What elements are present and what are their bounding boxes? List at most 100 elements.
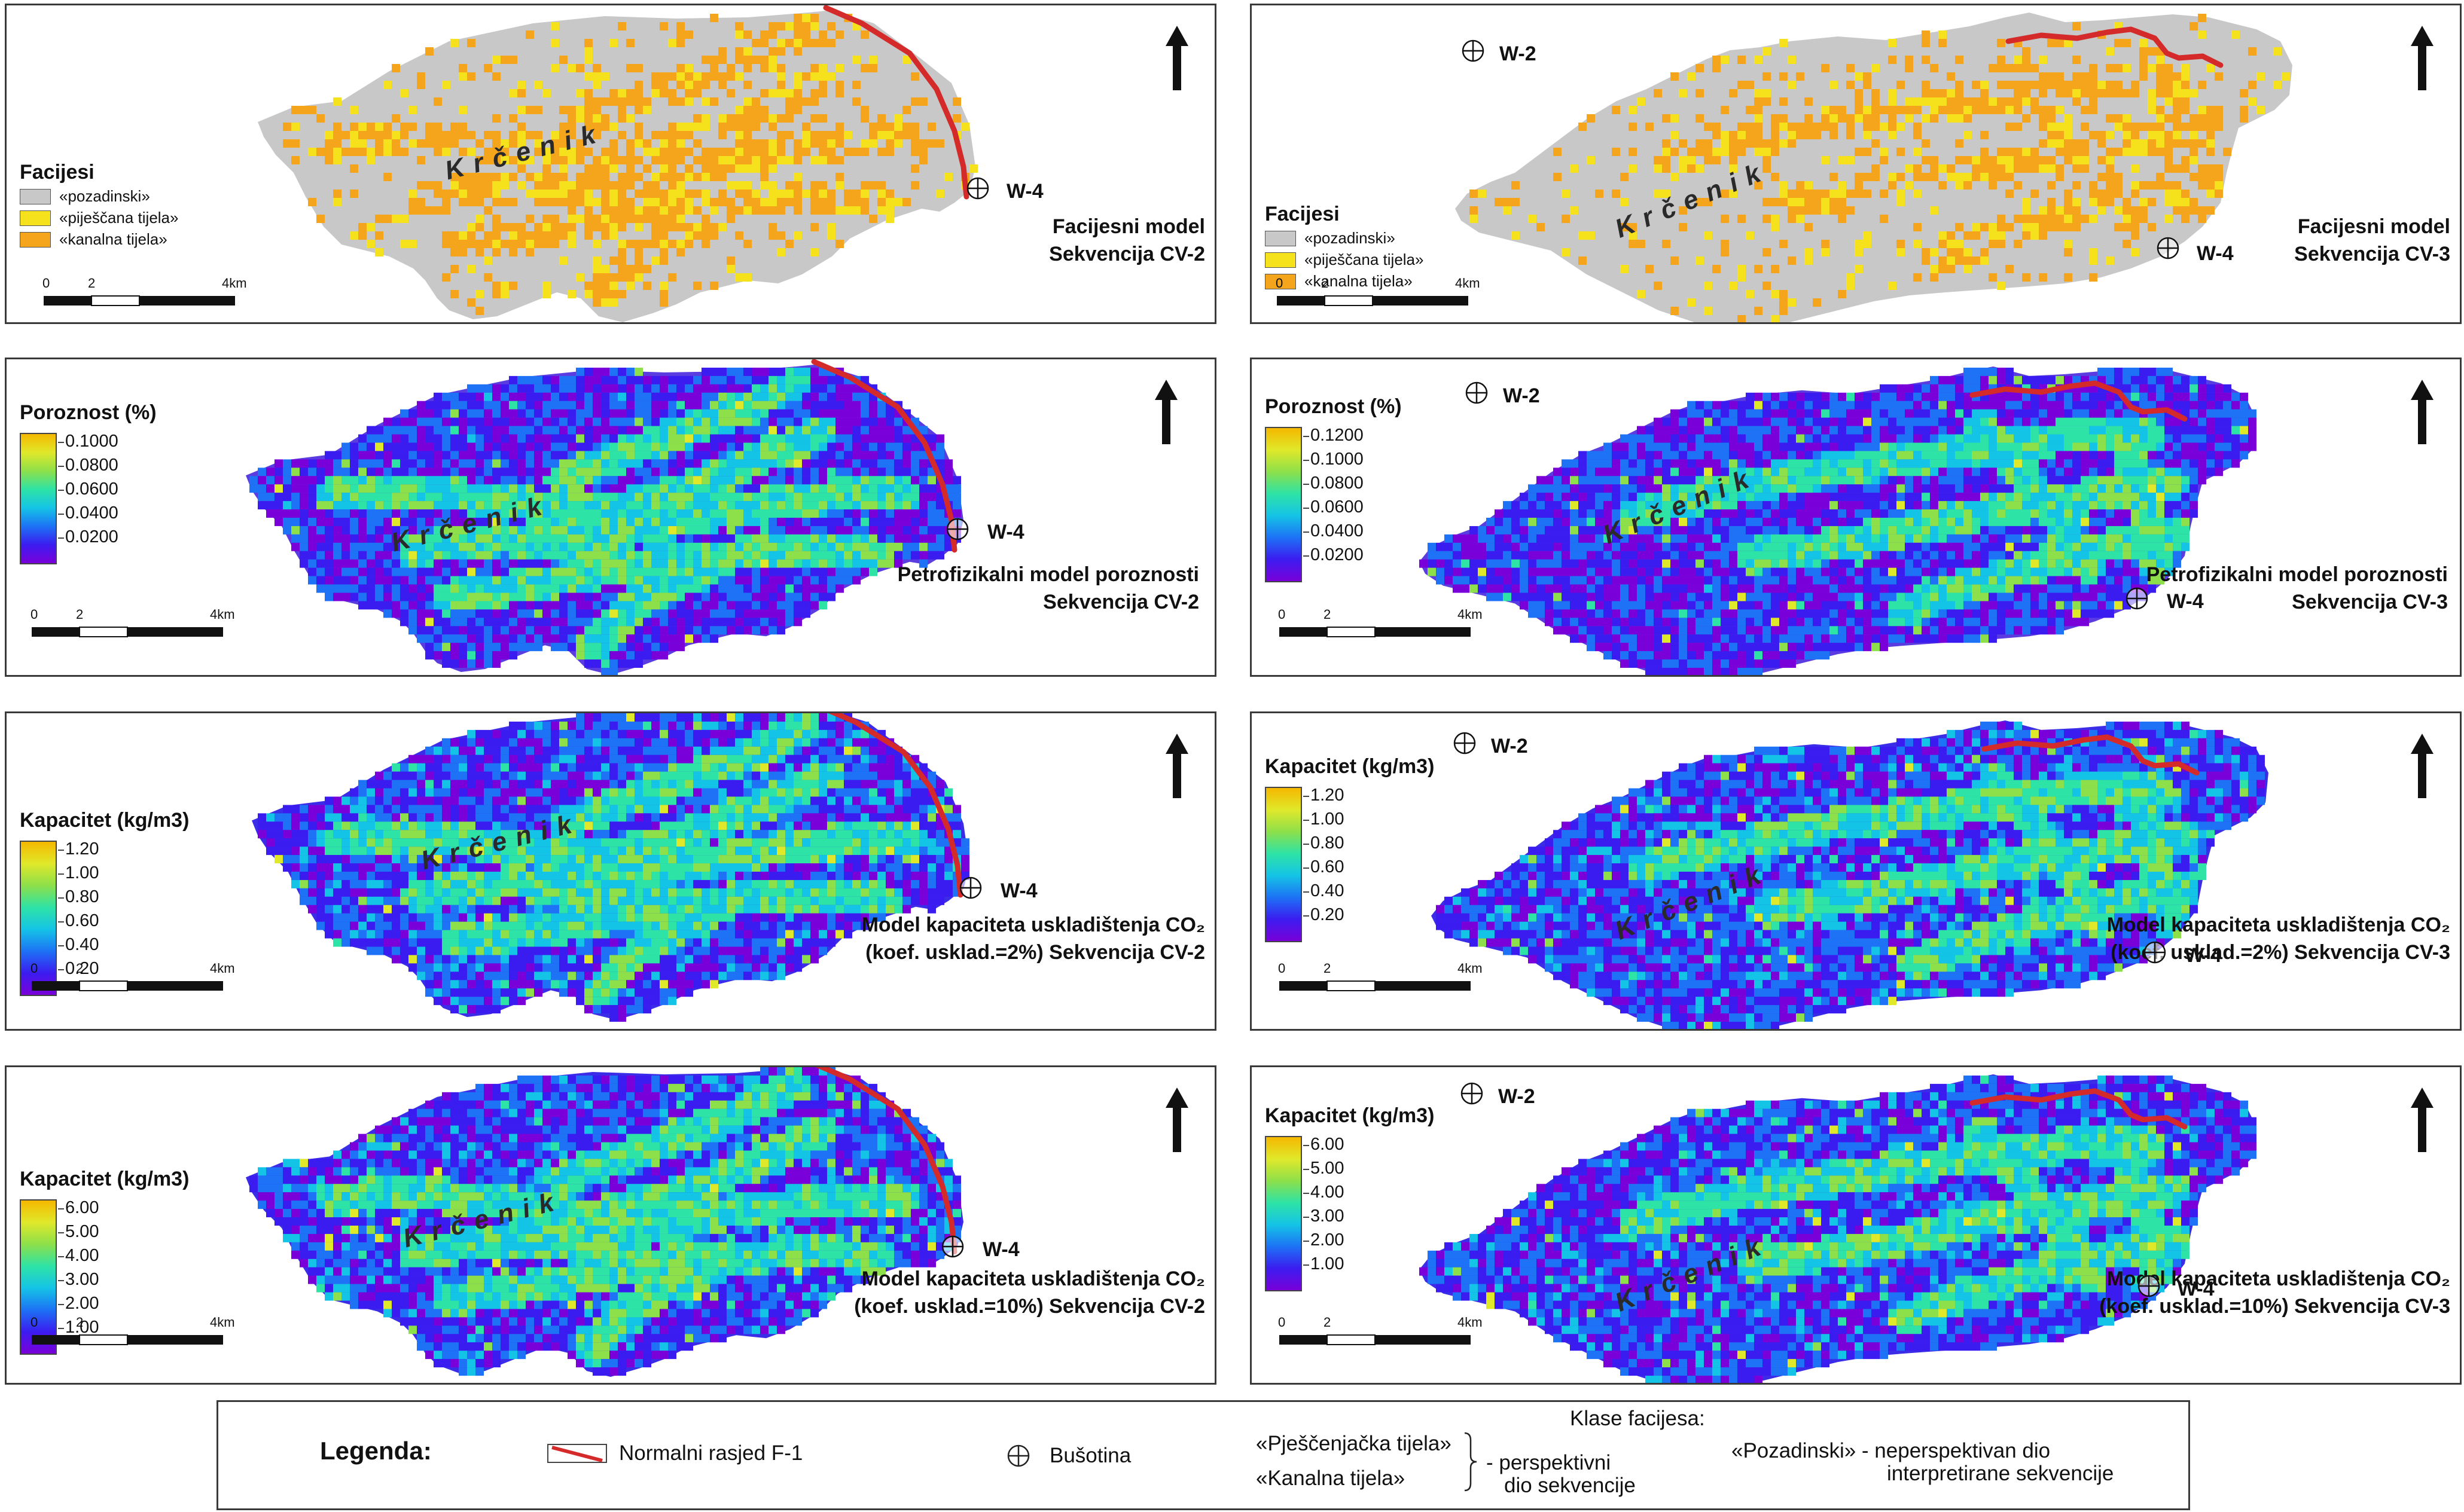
map-texture [1419, 367, 2256, 675]
map-texture [1436, 721, 2265, 1029]
scale-label: 2 [76, 607, 84, 622]
color-ramp [1265, 787, 1302, 942]
scale-bar: 0 2 4km [31, 607, 235, 643]
facies-label: «pozadinski» [59, 187, 150, 205]
map-texture [249, 367, 961, 675]
scale-label: 0 [1278, 607, 1286, 622]
map-panel-facies-cv3: Krčenik Facijesi «pozadinski» «piješčana ti… [1250, 4, 2462, 324]
color-ramp [20, 433, 57, 564]
panel-legend: Poroznost (%) 0.1200 0.1000 0.0800 0.0600 0.0… [1265, 395, 1402, 582]
scale-label: 2 [1324, 961, 1331, 976]
map-panel-porosity-cv3: Krčenik Poroznost (%) 0.1200 0.1000 0.0800 0.… [1250, 358, 2462, 677]
background-label-1: «Pozadinski» - neperspektivan dio [1731, 1439, 2051, 1462]
legend-brace [1463, 1432, 1478, 1492]
scale-label: 4km [210, 961, 235, 976]
scale-label: 4km [1457, 1315, 1483, 1330]
facies-legend-item: «pozadinski» [20, 187, 178, 206]
ramp-tick-label: 0.40 [1303, 881, 1344, 900]
scale-label: 4km [210, 607, 235, 622]
map-panel-porosity-cv2: Krčenik Poroznost (%) 0.1000 0.0800 0.0600 0.… [5, 358, 1216, 677]
map-texture [249, 1067, 961, 1376]
channel-bodies-label: «Kanalna tijela» [1256, 1467, 1405, 1490]
scale-label: 0 [1276, 276, 1283, 291]
map-caption: Facijesni model Sekvencija CV-2 [1049, 213, 1205, 268]
well-label: W-4 [2185, 944, 2222, 967]
map-panel-capacity10-cv2: Krčenik Kapacitet (kg/m3) 6.00 5.00 4.00 3.00… [5, 1065, 1216, 1385]
well-label: W-4 [987, 521, 1024, 543]
caption-line: Petrofizikalni model poroznosti [2146, 563, 2448, 586]
scale-bar: 0 2 4km [42, 276, 247, 311]
ramp-tick-label: 0.20 [57, 959, 99, 978]
ramp-tick-label: 5.00 [57, 1222, 99, 1241]
scale-label: 2 [88, 276, 96, 291]
facies-swatch [20, 188, 51, 204]
caption-line: (koef. usklad.=2%) Sekvencija CV-3 [2111, 940, 2450, 964]
map-caption: Petrofizikalni model poroznosti Sekvencij… [898, 561, 1199, 616]
well-label: W-2 [1498, 1085, 1535, 1108]
ramp-tick-label: 0.60 [1303, 857, 1344, 876]
ramp-tick-label: 0.0400 [1303, 521, 1364, 540]
north-arrow-icon [1155, 380, 1178, 444]
scale-label: 2 [1324, 1315, 1331, 1330]
ramp-tick-label: 0.60 [57, 911, 99, 930]
well-crosshair-icon [2143, 940, 2167, 964]
caption-line: Petrofizikalni model poroznosti [897, 563, 1199, 586]
legend-title: Legenda: [320, 1437, 432, 1465]
ramp-tick-label: 0.1200 [1303, 426, 1364, 445]
ramp-tick-label: 1.00 [57, 1318, 99, 1337]
well-crosshair-icon [2125, 587, 2149, 610]
map-area [252, 713, 969, 1022]
caption-line: Model kapaciteta uskladištenja CO₂ [2106, 1267, 2450, 1290]
ramp-tick-label: 0.1000 [58, 432, 118, 451]
legend-title: Poroznost (%) [20, 401, 157, 424]
map-area [246, 359, 963, 675]
facies-swatch [1265, 230, 1296, 246]
map-area [1431, 720, 2268, 1029]
map-texture [1419, 1075, 2256, 1383]
fault-line [1969, 1088, 2188, 1130]
fault-legend-label: Normalni rasjed F-1 [619, 1441, 803, 1465]
caption-line: Model kapaciteta uskladištenja CO₂ [861, 1267, 1205, 1290]
facies-legend-item: «piješčana tijela» [20, 209, 178, 227]
scale-label: 4km [222, 276, 247, 291]
well-label: W-4 [1007, 180, 1044, 203]
panel-legend: Poroznost (%) 0.1000 0.0800 0.0600 0.0400 0.0… [20, 401, 157, 564]
caption-line: Facijesni model [2297, 215, 2450, 238]
north-arrow-icon [2411, 1088, 2433, 1152]
map-panel-capacity10-cv3: Krčenik Kapacitet (kg/m3) 6.00 5.00 4.00 3.00… [1250, 1065, 2462, 1385]
scale-label: 0 [1278, 961, 1286, 976]
scale-label: 0 [31, 961, 38, 976]
well-label: W-2 [1503, 384, 1540, 407]
panel-legend: Kapacitet (kg/m3) 1.20 1.00 0.80 0.60 0.40 0.2… [20, 809, 189, 996]
scale-label: 0 [1278, 1315, 1286, 1330]
north-arrow-icon [2411, 380, 2433, 444]
ramp-tick-label: 0.0600 [58, 479, 118, 499]
caption-line: Model kapaciteta uskladištenja CO₂ [861, 914, 1205, 936]
well-crosshair-icon [946, 517, 969, 541]
fault-line [2005, 26, 2224, 68]
ramp-tick-label: 1.20 [57, 839, 99, 859]
well-label: W-2 [1499, 42, 1536, 65]
caption-line: (koef. usklad.=10%) Sekvencija CV-2 [854, 1294, 1205, 1318]
ramp-tick-label: 0.0800 [58, 456, 118, 475]
legend-title: Kapacitet (kg/m3) [1265, 755, 1435, 778]
facies-swatch [20, 231, 51, 248]
ramp-tick-label: 4.00 [1303, 1183, 1344, 1202]
ramp-tick-label: 3.00 [1303, 1206, 1344, 1226]
ramp-tick-label: 0.20 [1303, 905, 1344, 924]
fault-line [1981, 734, 2200, 776]
well-crosshair-icon [2156, 236, 2180, 260]
well-label: W-4 [2167, 590, 2204, 613]
panel-legend: Facijesi «pozadinski» «piješčana tijela» «k… [1265, 203, 1423, 291]
well-crosshair-icon [1453, 731, 1477, 755]
scale-bar: 0 2 4km [31, 1315, 235, 1351]
perspective-label-1: - perspektivni [1486, 1451, 1611, 1474]
scale-label: 4km [1457, 607, 1483, 622]
scale-label: 4km [210, 1315, 235, 1330]
scale-label: 2 [1321, 276, 1329, 291]
map-texture [1469, 14, 2290, 322]
north-arrow-icon [1166, 1088, 1188, 1152]
map-caption: Facijesni model Sekvencija CV-3 [2294, 213, 2450, 268]
facies-legend-item: «kanalna tijela» [20, 230, 178, 249]
color-ramp [1265, 427, 1302, 582]
